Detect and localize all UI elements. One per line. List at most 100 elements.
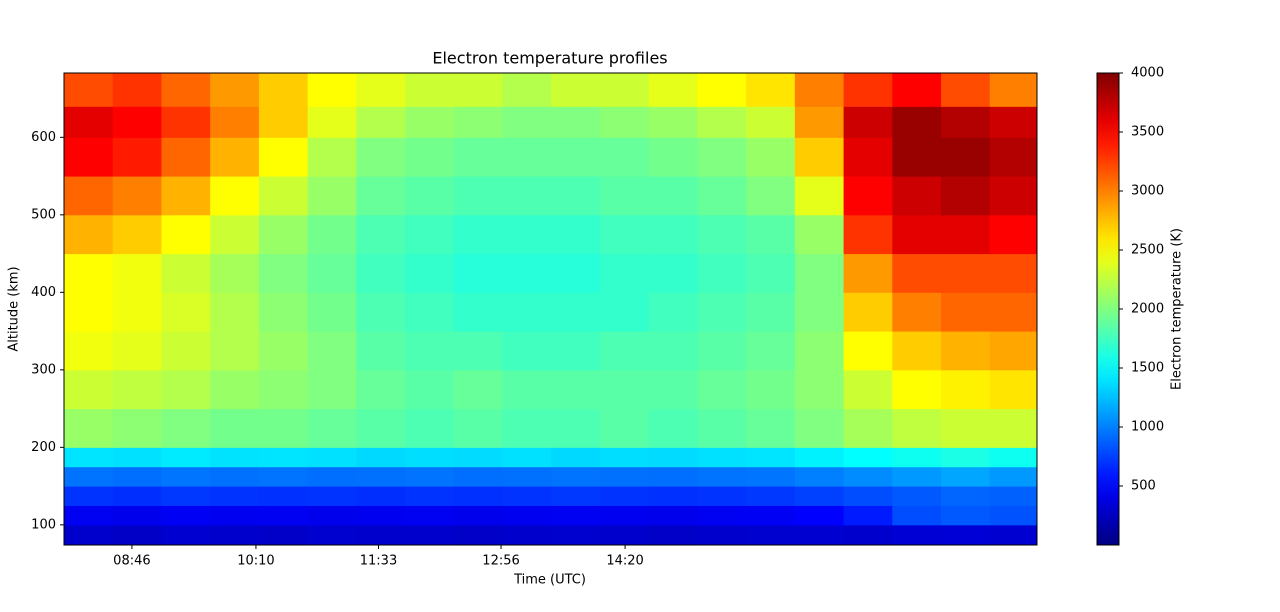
y-tick-label: 500 xyxy=(31,207,56,222)
heatmap-cell xyxy=(551,447,601,468)
heatmap-cell xyxy=(697,292,747,332)
heatmap-cell xyxy=(405,486,455,506)
heatmap-cell xyxy=(551,408,601,448)
heatmap-cell xyxy=(599,253,650,293)
heatmap-cell xyxy=(210,73,260,107)
heatmap-cell xyxy=(258,331,309,371)
heatmap-cell xyxy=(161,505,211,526)
heatmap-cell xyxy=(258,137,309,177)
heatmap-cell xyxy=(502,505,552,526)
heatmap-cell xyxy=(892,73,942,107)
y-axis-label: Altitude (km) xyxy=(7,266,22,351)
heatmap-cell xyxy=(112,73,162,107)
heatmap-cell xyxy=(746,447,796,468)
heatmap-cell xyxy=(599,331,650,371)
heatmap-cell xyxy=(746,331,796,371)
heatmap-cell xyxy=(892,253,942,293)
heatmap-cell xyxy=(551,331,601,371)
heatmap-cell xyxy=(161,524,211,546)
heatmap-cell xyxy=(405,408,455,448)
heatmap-cell xyxy=(697,369,747,410)
heatmap-cell xyxy=(210,106,260,138)
heatmap-cell xyxy=(794,106,845,138)
heatmap-cell xyxy=(112,331,162,371)
heatmap-cell xyxy=(64,524,114,546)
heatmap-cell xyxy=(746,466,796,487)
heatmap-cell xyxy=(64,505,114,526)
heatmap-cell xyxy=(453,524,504,546)
heatmap-cell xyxy=(892,369,942,410)
heatmap-cell xyxy=(551,253,601,293)
heatmap-cell xyxy=(941,73,991,107)
heatmap-cell xyxy=(599,447,650,468)
heatmap-cell xyxy=(746,408,796,448)
heatmap-cell xyxy=(112,253,162,293)
heatmap-cell xyxy=(794,292,845,332)
heatmap-cell xyxy=(502,486,552,506)
heatmap-cell xyxy=(551,137,601,177)
heatmap-cell xyxy=(405,106,455,138)
heatmap-cell xyxy=(453,176,504,216)
chart-title: Electron temperature profiles xyxy=(432,49,667,68)
heatmap-cell xyxy=(64,369,114,410)
heatmap-cell xyxy=(941,176,991,216)
heatmap-cell xyxy=(599,486,650,506)
heatmap-cell xyxy=(356,176,406,216)
heatmap-cell xyxy=(64,447,114,468)
heatmap-cell xyxy=(307,176,357,216)
heatmap-cell xyxy=(453,447,504,468)
heatmap-cell xyxy=(112,137,162,177)
heatmap-cell xyxy=(307,137,357,177)
plot-frame xyxy=(63,72,1038,546)
heatmap-cell xyxy=(64,408,114,448)
heatmap-cell xyxy=(551,214,601,255)
heatmap-cell xyxy=(64,292,114,332)
heatmap-cell xyxy=(258,253,309,293)
heatmap-cell xyxy=(405,253,455,293)
heatmap-cell xyxy=(210,524,260,546)
heatmap-cell xyxy=(453,73,504,107)
heatmap-cell xyxy=(502,137,552,177)
heatmap-cell xyxy=(599,73,650,107)
heatmap-cell xyxy=(356,408,406,448)
heatmap-cell xyxy=(941,214,991,255)
heatmap-cell xyxy=(258,73,309,107)
x-tick-label: 10:10 xyxy=(237,554,274,569)
heatmap-cell xyxy=(892,106,942,138)
heatmap-cell xyxy=(551,176,601,216)
heatmap-cell xyxy=(210,408,260,448)
heatmap-cell xyxy=(941,524,991,546)
heatmap-cell xyxy=(161,137,211,177)
heatmap-cell xyxy=(648,486,698,506)
heatmap-cell xyxy=(892,408,942,448)
heatmap-cell xyxy=(356,214,406,255)
heatmap-cell xyxy=(892,524,942,546)
heatmap-cell xyxy=(307,408,357,448)
heatmap-cell xyxy=(843,176,893,216)
heatmap-cell xyxy=(258,447,309,468)
heatmap-cell xyxy=(941,106,991,138)
heatmap-cell xyxy=(453,106,504,138)
heatmap-cell xyxy=(746,369,796,410)
heatmap-cell xyxy=(989,331,1038,371)
heatmap-cell xyxy=(356,369,406,410)
colorbar-tick-label: 3000 xyxy=(1131,184,1164,199)
x-tick-label: 14:20 xyxy=(606,554,643,569)
heatmap-cell xyxy=(746,505,796,526)
heatmap-cell xyxy=(453,137,504,177)
heatmap-cell xyxy=(307,486,357,506)
heatmap-cell xyxy=(989,408,1038,448)
heatmap-cell xyxy=(161,447,211,468)
heatmap-cell xyxy=(64,137,114,177)
heatmap-cell xyxy=(794,214,845,255)
heatmap-cell xyxy=(648,505,698,526)
heatmap-cell xyxy=(453,466,504,487)
heatmap-cell xyxy=(989,447,1038,468)
heatmap-cell xyxy=(551,369,601,410)
heatmap-cell xyxy=(746,73,796,107)
heatmap-cell xyxy=(697,524,747,546)
heatmap-cell xyxy=(307,369,357,410)
heatmap-cell xyxy=(64,176,114,216)
heatmap-cell xyxy=(794,176,845,216)
heatmap-cell xyxy=(258,369,309,410)
